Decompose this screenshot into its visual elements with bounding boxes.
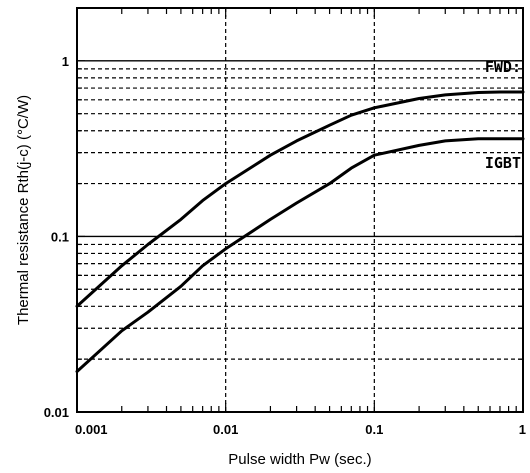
axis-ticks: [76, 7, 524, 412]
series-line-igbt: [75, 137, 525, 373]
plot-frame: [76, 7, 524, 413]
y-tick-label: 0.1: [51, 229, 69, 244]
y-tick-label: 0.01: [44, 405, 69, 420]
y-tick-label: 1: [62, 54, 69, 69]
x-tick-label: 0.01: [213, 422, 238, 437]
series-label-fwd: FWD:: [485, 58, 521, 76]
series-line-fwd: [75, 90, 525, 308]
x-tick-label: 0.001: [75, 422, 108, 437]
series-labels: FWD: IGBT: [485, 58, 521, 172]
y-tick-labels: 0.01 0.1 1: [44, 54, 69, 420]
x-tick-label: 0.1: [365, 422, 383, 437]
y-axis-title: Thermal resistance Rth(j-c) (°C/W): [15, 95, 32, 325]
series-lines: [75, 90, 525, 373]
grid: [77, 7, 523, 412]
x-tick-label: 1: [519, 422, 526, 437]
x-axis-title: Pulse width Pw (sec.): [228, 451, 371, 468]
series-label-igbt: IGBT: [485, 154, 521, 172]
x-tick-labels: 0.001 0.01 0.1 1: [75, 422, 526, 437]
